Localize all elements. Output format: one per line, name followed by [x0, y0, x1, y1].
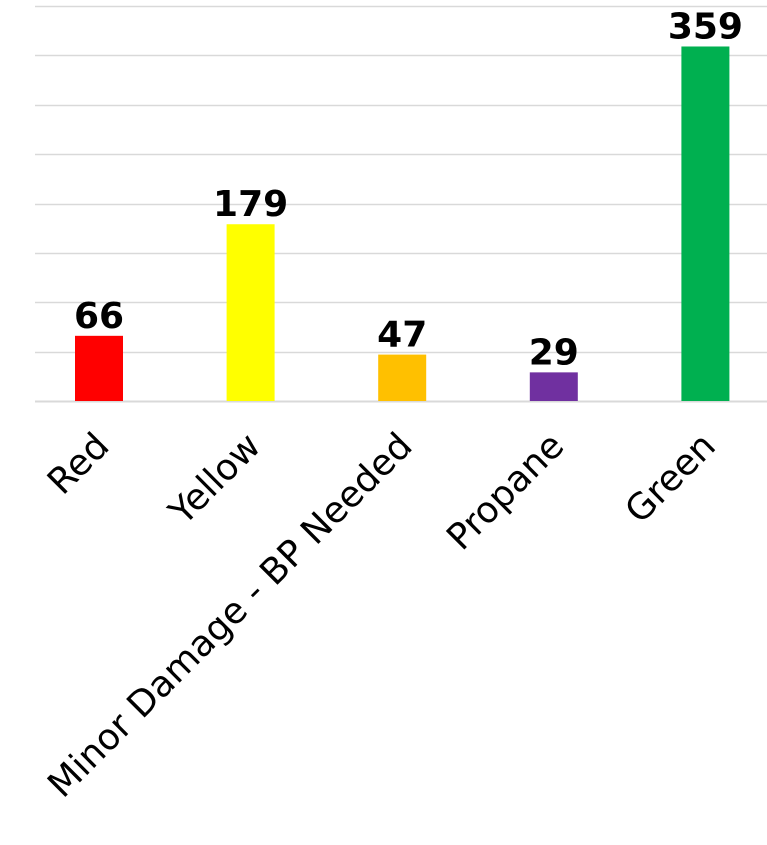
data-label: 359	[668, 6, 743, 47]
x-tick-label: Green	[618, 425, 724, 531]
bars	[75, 46, 730, 402]
bar-red	[75, 335, 123, 401]
x-tick-label: Red	[40, 425, 117, 502]
data-label: 66	[74, 296, 124, 337]
bar-yellow	[226, 224, 275, 401]
data-label: 47	[377, 315, 427, 356]
bar-minor-damage-bp-needed	[378, 354, 427, 401]
gridlines	[35, 5, 767, 403]
data-label: 179	[213, 184, 288, 225]
x-tick-label: Yellow	[161, 425, 269, 533]
data-labels: 66 179 47 29 359	[74, 6, 743, 373]
bar-propane	[529, 372, 578, 401]
x-tick-label: Propane	[439, 425, 572, 558]
bar-green	[681, 46, 730, 402]
data-label: 29	[529, 332, 579, 373]
